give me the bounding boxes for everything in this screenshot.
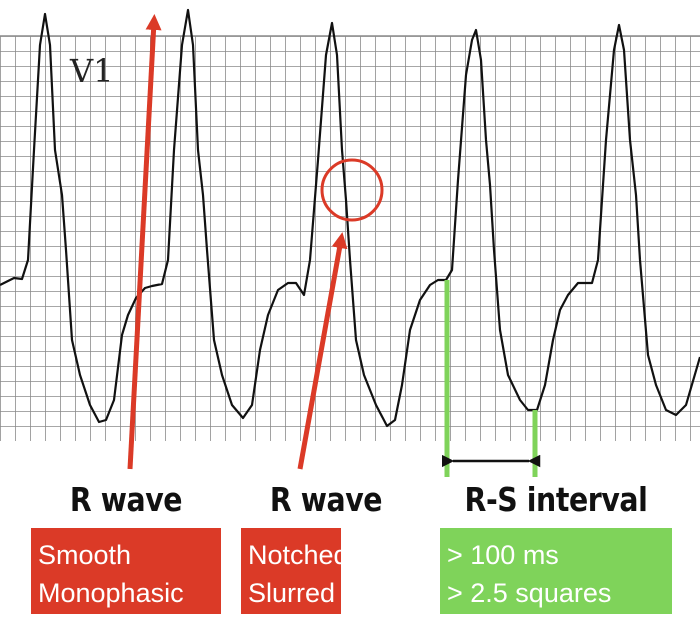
notched-r-wave-arrow	[297, 232, 348, 470]
smooth-monophasic-box: Smooth Monophasic	[31, 528, 221, 614]
box-line: Monophasic	[38, 578, 184, 608]
ecg-trace	[0, 8, 700, 428]
smooth-r-wave-arrow	[127, 14, 162, 470]
box-line: > 2.5 squares	[447, 578, 612, 608]
heading-notched-r-wave: R wave	[269, 480, 383, 519]
notched-slurred-box: Notched / Slurred	[241, 528, 364, 614]
heading-smooth-r-wave: R wave	[69, 480, 183, 519]
lead-label: V1	[69, 52, 113, 90]
ecg-grid	[0, 36, 700, 441]
ecg-strip: V1	[0, 8, 700, 477]
heading-rs-interval: R-S interval	[464, 480, 648, 519]
box-line: Slurred	[248, 578, 336, 608]
box-line: > 100 ms	[447, 540, 559, 570]
box-line: Smooth	[38, 540, 132, 570]
notch-highlight-circle	[320, 158, 384, 222]
box-line: Notched /	[248, 540, 364, 570]
rs-interval-criteria-box: > 100 ms > 2.5 squares	[440, 528, 672, 614]
